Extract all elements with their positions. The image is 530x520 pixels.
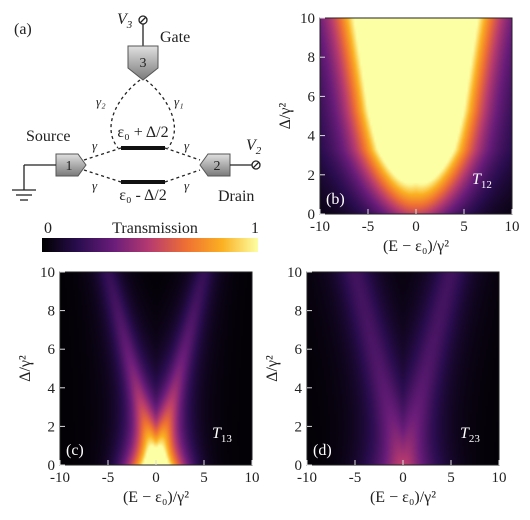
source-terminal [55, 153, 87, 177]
y-tick-label: 2 [308, 168, 316, 184]
coupling-drain-upper: γ [184, 138, 190, 153]
x-tick-label: -5 [102, 470, 115, 486]
y-tick-label: 4 [48, 381, 56, 397]
lower-level-label: ε₀ - Δ/2 [119, 187, 166, 204]
transmission-label: T13 [212, 425, 232, 445]
drain-voltage-node [251, 160, 261, 170]
y-tick-label: 6 [295, 342, 303, 358]
y-tick-label: 8 [295, 304, 303, 320]
x-tick-label: 0 [412, 219, 420, 235]
x-tick-label: -10 [310, 219, 330, 235]
coupling-gate-left: γ₂ [96, 94, 106, 109]
drain-coupling-lower [164, 169, 201, 183]
y-tick-label: 8 [308, 50, 316, 66]
transmission-label: T23 [460, 425, 480, 445]
heatmap-image [320, 18, 512, 214]
y-tick-label: 0 [308, 207, 316, 223]
y-axis-title: Δ/γ² [277, 103, 294, 130]
y-tick-label: 2 [48, 419, 56, 435]
y-tick-label: 0 [48, 458, 56, 474]
colorbar: 0 Transmission 1 [42, 220, 259, 252]
x-tick-label: -10 [297, 470, 317, 486]
colorbar-title: Transmission [112, 220, 198, 237]
coupling-drain-lower: γ [184, 178, 190, 193]
gate-coupling-lower [145, 79, 175, 149]
x-tick-label: -10 [50, 470, 70, 486]
drain-voltage-label: V2 [246, 137, 262, 157]
y-axis-title: Δ/γ² [17, 355, 34, 382]
y-tick-label: 4 [295, 381, 303, 397]
upper-level-label: ε₀ + Δ/2 [117, 124, 168, 141]
x-tick-label: 10 [505, 219, 520, 235]
drain-terminal-number: 2 [214, 159, 221, 174]
gate-terminal [127, 45, 159, 81]
x-tick-label: 0 [399, 470, 407, 486]
panel-label: (d) [313, 442, 332, 459]
source-terminal-number: 1 [66, 159, 73, 174]
gate-terminal-number: 3 [140, 56, 147, 71]
heatmap-image [60, 272, 252, 465]
panel-label-a: (a) [14, 21, 32, 38]
heatmap-image [307, 272, 499, 465]
heatmap-panel-c: -10 -5 0 5 10 0 2 4 6 8 10 (E − ε₀)/γ² Δ/γ² (c) T13 [17, 265, 260, 506]
source-coupling-lower [83, 169, 122, 183]
source-label: Source [26, 128, 70, 145]
x-tick-label: 5 [460, 219, 468, 235]
x-tick-label: 10 [245, 470, 260, 486]
panel-label: (c) [66, 442, 84, 459]
transmission-label: T12 [472, 171, 492, 191]
x-axis-title: (E − ε₀)/γ² [123, 489, 189, 506]
coupling-gate-right: γ₁ [174, 94, 184, 109]
x-tick-label: -5 [349, 470, 362, 486]
heatmap-panel-b: -10 -5 0 5 10 0 2 4 6 8 10 (E − ε₀)/γ² Δ/γ² (b) T12 [277, 11, 520, 255]
colorbar-max-label: 1 [251, 220, 259, 237]
x-tick-label: 5 [447, 470, 455, 486]
x-tick-label: 5 [200, 470, 208, 486]
x-tick-label: 10 [492, 470, 507, 486]
y-tick-label: 6 [48, 342, 56, 358]
y-tick-label: 10 [300, 11, 315, 27]
colorbar-bar [42, 238, 258, 252]
heatmap-panel-d: -10 -5 0 5 10 0 2 4 6 8 10 (E − ε₀)/γ² Δ/γ² (d) T23 [264, 265, 507, 506]
y-tick-label: 2 [295, 419, 303, 435]
x-axis-title: (E − ε₀)/γ² [370, 489, 436, 506]
gate-coupling-upper [110, 79, 141, 149]
y-tick-label: 4 [308, 129, 316, 145]
panel-label: (b) [326, 191, 345, 208]
y-axis-title: Δ/γ² [264, 355, 281, 382]
schematic-diagram: (a) V3 Gate 3 γ₂ γ₁ ε₀ + Δ/2 ε₀ - Δ/2 γ … [12, 11, 262, 205]
x-axis-title: (E − ε₀)/γ² [383, 238, 449, 255]
gate-label: Gate [160, 29, 190, 46]
x-tick-label: 0 [152, 470, 160, 486]
coupling-source-lower: γ [92, 178, 98, 193]
colorbar-min-label: 0 [44, 220, 52, 237]
y-tick-label: 0 [295, 458, 303, 474]
y-tick-label: 8 [48, 304, 56, 320]
gate-voltage-label: V3 [117, 11, 133, 31]
drain-label: Drain [218, 188, 254, 205]
coupling-source-upper: γ [92, 138, 98, 153]
y-tick-label: 10 [40, 265, 55, 281]
drain-coupling-upper [164, 147, 201, 161]
source-coupling-upper [83, 147, 122, 161]
x-tick-label: -5 [362, 219, 375, 235]
y-tick-label: 6 [308, 89, 316, 105]
y-tick-label: 10 [287, 265, 302, 281]
